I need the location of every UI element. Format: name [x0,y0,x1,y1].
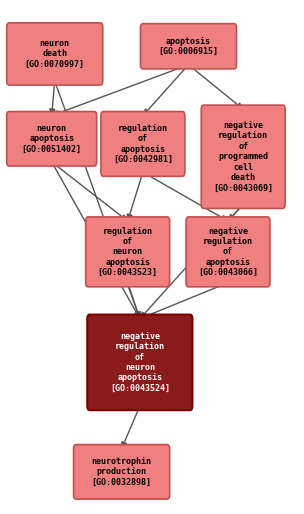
FancyBboxPatch shape [86,217,170,287]
FancyBboxPatch shape [201,105,285,209]
Text: neuron
death
[GO:0070997]: neuron death [GO:0070997] [25,39,85,69]
FancyBboxPatch shape [74,445,170,499]
FancyBboxPatch shape [7,23,103,85]
Text: negative
regulation
of
neuron
apoptosis
[GO:0043524]: negative regulation of neuron apoptosis … [110,332,170,393]
Text: regulation
of
neuron
apoptosis
[GO:0043523]: regulation of neuron apoptosis [GO:00435… [98,227,158,277]
FancyBboxPatch shape [140,24,237,69]
Text: apoptosis
[GO:0006915]: apoptosis [GO:0006915] [158,36,219,56]
Text: neurotrophin
production
[GO:0032898]: neurotrophin production [GO:0032898] [92,457,152,487]
FancyBboxPatch shape [101,112,185,176]
FancyBboxPatch shape [87,315,192,410]
Text: negative
regulation
of
programmed
cell
death
[GO:0043069]: negative regulation of programmed cell d… [213,121,273,192]
FancyBboxPatch shape [186,217,270,287]
Text: negative
regulation
of
apoptosis
[GO:0043066]: negative regulation of apoptosis [GO:004… [198,227,258,277]
Text: regulation
of
apoptosis
[GO:0042981]: regulation of apoptosis [GO:0042981] [113,124,173,164]
FancyBboxPatch shape [7,112,97,166]
Text: neuron
apoptosis
[GO:0051402]: neuron apoptosis [GO:0051402] [22,124,82,154]
